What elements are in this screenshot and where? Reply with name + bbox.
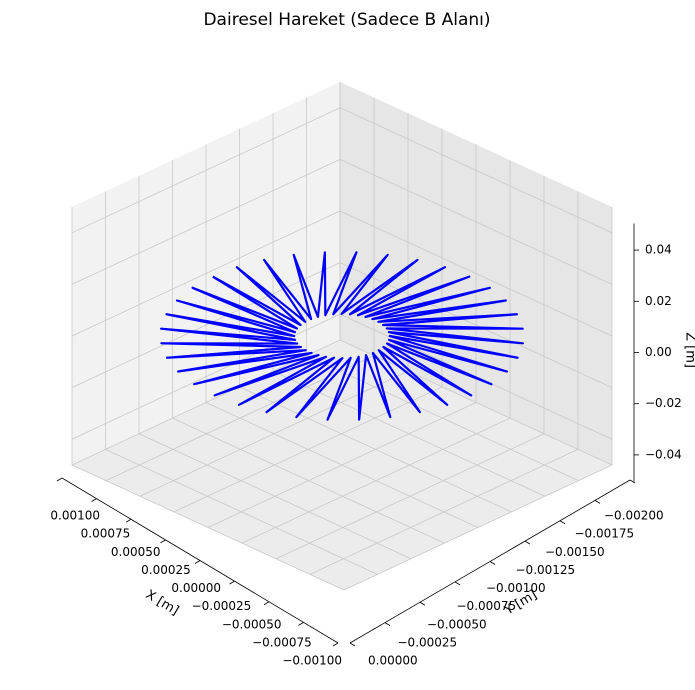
grid-line	[205, 402, 479, 528]
grid-line	[339, 107, 613, 234]
z-tick-label: 0.04	[645, 243, 672, 257]
y-tick-label: −0.00150	[545, 545, 605, 559]
y-tick-label: −0.00100	[486, 581, 546, 595]
y-tick-label: −0.00125	[516, 563, 576, 577]
x-tick-label: −0.00100	[282, 654, 342, 668]
y-tick-label: −0.00200	[604, 509, 664, 523]
grid-line	[71, 210, 341, 337]
grid-line	[71, 107, 341, 234]
x-tick-label: 0.00000	[171, 581, 221, 595]
tick-mark	[332, 642, 339, 647]
tick-mark	[524, 540, 531, 545]
tick-mark	[160, 539, 166, 544]
y-axis-line	[349, 479, 631, 644]
x-tick-label: −0.00075	[252, 635, 312, 649]
tick-mark	[489, 561, 496, 565]
x-axis-line	[61, 477, 339, 644]
grid-line	[71, 313, 341, 440]
z-tick-label: 0.00	[645, 345, 672, 359]
grid-line	[138, 433, 412, 560]
x-tick-label: 0.00050	[111, 545, 161, 559]
z-tick-label: 0.02	[645, 294, 672, 308]
grid-line	[306, 355, 579, 481]
y-tick-label: −0.00175	[575, 527, 635, 541]
chart-title: Dairesel Hareket (Sadece B Alanı)	[203, 10, 490, 30]
tick-mark	[559, 520, 566, 525]
grid-line	[105, 449, 378, 575]
tick-mark	[629, 479, 636, 484]
x-tick-label: 0.00075	[81, 527, 131, 541]
y-tick-label: −0.00025	[398, 635, 458, 649]
z-axis-label: Z [m]	[683, 332, 695, 368]
z-tick-label: −0.04	[645, 447, 682, 461]
tick-mark	[91, 498, 97, 502]
x-tick-label: 0.00100	[50, 509, 100, 523]
tick-mark	[454, 581, 461, 586]
tick-mark	[263, 601, 270, 606]
x-tick-label: −0.00050	[222, 617, 282, 631]
grid-line	[339, 159, 613, 285]
y-tick-label: −0.00075	[457, 599, 517, 613]
tick-mark	[594, 500, 601, 504]
tick-mark	[125, 518, 132, 523]
grid-line	[71, 159, 341, 285]
tick-mark	[56, 477, 63, 482]
tick-mark	[229, 580, 235, 585]
y-tick-label: 0.00000	[368, 654, 418, 668]
x-tick-label: 0.00025	[141, 563, 191, 577]
tick-mark	[384, 622, 391, 626]
z-tick-label: −0.02	[645, 396, 682, 410]
grid-line	[71, 464, 345, 591]
tick-mark	[194, 560, 201, 564]
data-line	[160, 251, 524, 421]
grid-line	[239, 386, 512, 513]
tick-mark	[419, 601, 426, 606]
grid-line	[172, 417, 445, 544]
tick-mark	[298, 622, 304, 626]
tick-mark	[349, 642, 356, 647]
x-tick-label: −0.00025	[192, 599, 252, 613]
y-tick-label: −0.00050	[427, 617, 487, 631]
grid-line	[71, 262, 341, 388]
grid-line	[339, 210, 613, 337]
